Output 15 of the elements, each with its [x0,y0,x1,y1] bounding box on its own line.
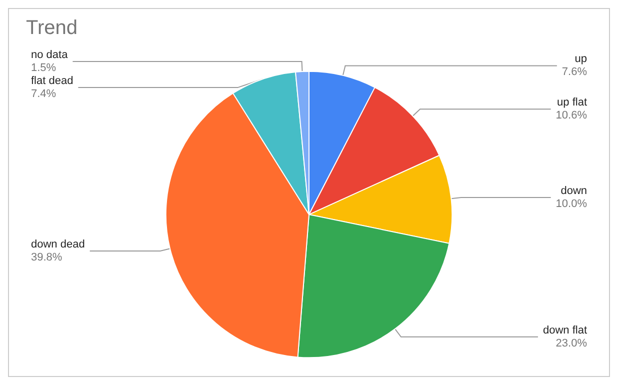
slice-label: down [560,184,587,197]
data-label: 10.6% [556,110,588,122]
data-label: 10.0% [556,198,588,210]
data-label: 1.5% [31,62,56,74]
slice-label: flat dead [31,75,74,88]
data-label: 23.0% [556,337,588,350]
chart-title: Trend [26,17,78,39]
slice-label: up flat [557,96,587,109]
slice-label: down dead [31,238,85,251]
slice-label: down flat [542,324,587,336]
data-label: 7.4% [31,88,56,100]
slice-label: up [574,53,587,66]
data-label: 7.6% [562,66,588,78]
slice-label: no data [31,49,69,62]
data-label: 39.8% [31,252,62,264]
